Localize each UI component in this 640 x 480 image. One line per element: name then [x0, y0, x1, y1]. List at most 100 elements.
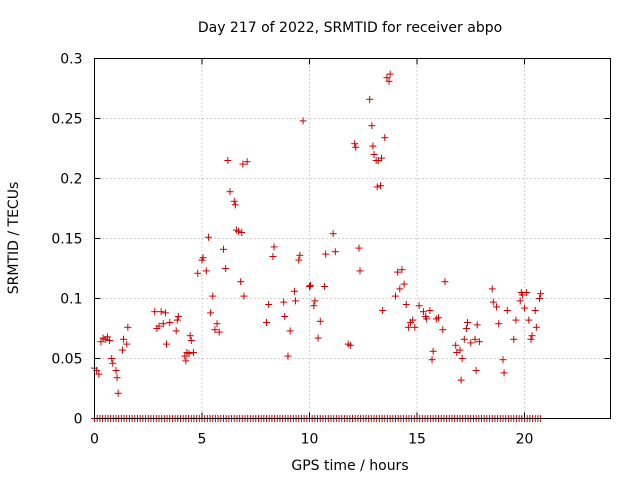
data-point [528, 332, 536, 340]
data-point [510, 335, 518, 343]
data-point [381, 134, 389, 142]
data-point [351, 140, 359, 148]
data-point [394, 268, 402, 276]
data-point [123, 340, 131, 348]
data-point [215, 328, 223, 336]
data-point [356, 267, 364, 275]
data-point [173, 316, 181, 324]
data-point [415, 302, 423, 310]
data-point [166, 319, 174, 326]
data-point [392, 292, 399, 300]
data-point [295, 256, 303, 264]
data-point [222, 265, 230, 272]
data-point [120, 335, 128, 343]
data-point [532, 323, 540, 331]
y-tick-label: 0 [74, 412, 83, 428]
y-tick-label: 0.3 [60, 52, 82, 68]
data-point [346, 341, 354, 349]
data-point [231, 201, 239, 209]
data-point [473, 321, 481, 329]
data-point [400, 280, 408, 288]
data-point [369, 142, 377, 150]
x-tick-label: 10 [301, 432, 319, 448]
data-point [419, 308, 427, 316]
data-point [409, 316, 417, 324]
data-point [525, 316, 533, 324]
data-point [306, 283, 313, 290]
data-point [186, 332, 194, 340]
data-point [536, 295, 544, 302]
data-point [265, 301, 273, 308]
data-point [521, 304, 528, 312]
data-point [226, 188, 234, 196]
data-point [322, 250, 330, 258]
data-point [155, 322, 163, 330]
data-point [489, 298, 497, 306]
data-point [103, 333, 111, 341]
data-point [429, 347, 437, 355]
data-point [379, 307, 387, 314]
chart-title: Day 217 of 2022, SRMTID for receiver abp… [198, 20, 502, 36]
data-point [243, 158, 251, 166]
data-point [209, 292, 217, 300]
data-point [402, 301, 410, 308]
data-point [398, 266, 406, 274]
data-point [352, 143, 360, 151]
data-point [163, 340, 171, 348]
data-point [518, 291, 526, 299]
data-point [185, 350, 193, 358]
data-point [108, 355, 116, 362]
data-point [97, 338, 105, 346]
data-point [355, 244, 363, 252]
data-point [157, 308, 165, 316]
data-point [211, 326, 219, 334]
data-point [109, 359, 117, 367]
data-point [114, 389, 122, 397]
y-tick-label: 0.1 [60, 292, 82, 308]
axis-ticks [94, 58, 611, 419]
data-point [458, 355, 466, 362]
data-point [296, 251, 304, 259]
y-tick-label: 0.25 [51, 112, 82, 128]
y-tick-label: 0.2 [60, 172, 82, 188]
y-axis-label: SRMTID / TECUs [6, 182, 22, 295]
data-point [366, 95, 374, 103]
data-point [281, 313, 289, 320]
data-point [376, 182, 384, 190]
data-point [263, 319, 270, 326]
y-tick-label: 0.05 [51, 352, 82, 368]
data-point [457, 376, 465, 384]
data-point [286, 327, 294, 335]
data-point [172, 327, 180, 335]
data-point [310, 302, 318, 310]
data-point [472, 367, 480, 374]
data-point [151, 308, 159, 316]
data-point [311, 297, 319, 305]
data-point [237, 278, 245, 286]
data-point [435, 314, 442, 322]
data-point [220, 245, 227, 253]
data-point [383, 74, 391, 82]
grid-lines [94, 58, 611, 419]
data-point [299, 117, 307, 125]
data-point [224, 157, 232, 164]
data-point [495, 320, 503, 328]
data-point [527, 335, 535, 343]
y-tick-label: 0.15 [51, 232, 82, 248]
data-point [368, 122, 376, 130]
data-point [194, 269, 202, 277]
data-point [411, 323, 419, 331]
data-point [331, 248, 339, 256]
data-point [321, 283, 329, 290]
data-point [204, 233, 212, 241]
data-point [213, 320, 221, 328]
data-point [537, 290, 545, 298]
data-point [386, 70, 394, 78]
data-point [462, 325, 470, 332]
data-point [531, 307, 539, 314]
x-tick-label: 5 [198, 432, 207, 448]
data-point [500, 369, 508, 377]
data-point [467, 339, 475, 347]
data-point [499, 356, 507, 364]
